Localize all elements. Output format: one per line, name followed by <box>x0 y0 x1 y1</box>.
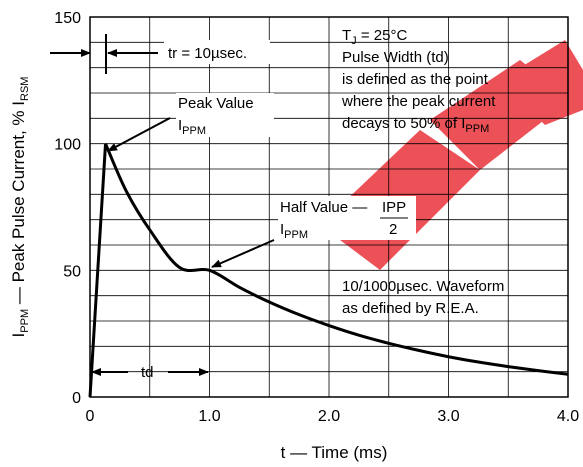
y-axis-title: IPPM — Peak Pulse Current, % IRSM <box>9 77 31 338</box>
peak-annotation: Peak Value IPPM <box>107 93 274 152</box>
x-tick-label: 2.0 <box>318 408 340 425</box>
peak-label: Peak Value <box>178 95 254 112</box>
tj-label: TJ = 25°C <box>342 27 407 47</box>
half-numerator: IPP <box>382 199 406 216</box>
y-tick-label: 150 <box>54 10 81 27</box>
peak-arrow <box>107 117 171 152</box>
y-tick-label: 50 <box>63 263 81 280</box>
waveform-line-2: as defined by R.E.A. <box>342 300 479 317</box>
waveform-line-1: 10/1000µsec. Waveform <box>342 278 504 295</box>
peak-ippm: IPPM <box>178 117 206 137</box>
x-tick-label: 1.0 <box>198 408 220 425</box>
pulse-line-1: Pulse Width (td) <box>342 49 449 66</box>
half-arrow <box>211 239 275 268</box>
half-ippm: IPPM <box>280 221 308 241</box>
x-tick-label: 3.0 <box>437 408 459 425</box>
tr-label: tr = 10µsec. <box>168 45 247 62</box>
td-label: td <box>141 364 154 381</box>
half-denominator: 2 <box>389 221 397 238</box>
half-label: Half Value — <box>280 199 367 216</box>
y-tick-label: 0 <box>72 390 81 407</box>
pulse-line-2: is defined as the point <box>342 71 489 88</box>
series-line-pulse <box>88 143 569 398</box>
half-value-annotation: Half Value — IPP 2 IPPM <box>211 196 416 268</box>
y-tick-label: 100 <box>54 137 81 154</box>
td-annotation: td <box>91 364 209 381</box>
pulse-line-3: where the peak current <box>341 93 496 110</box>
tr-annotation: tr = 10µsec. <box>50 34 270 74</box>
x-tick-label: 4.0 <box>557 408 579 425</box>
decay-label: decays to 50% of IPPM <box>342 115 489 135</box>
info-box: TJ = 25°C Pulse Width (td) is defined as… <box>341 27 496 135</box>
tick-labels: 0 1.0 2.0 3.0 4.0 0 50 100 150 <box>54 10 579 425</box>
x-tick-label: 0 <box>86 408 95 425</box>
plot-frame <box>89 16 569 398</box>
waveform-note: 10/1000µsec. Waveform as defined by R.E.… <box>342 278 504 317</box>
x-axis-title: t — Time (ms) <box>281 443 388 462</box>
